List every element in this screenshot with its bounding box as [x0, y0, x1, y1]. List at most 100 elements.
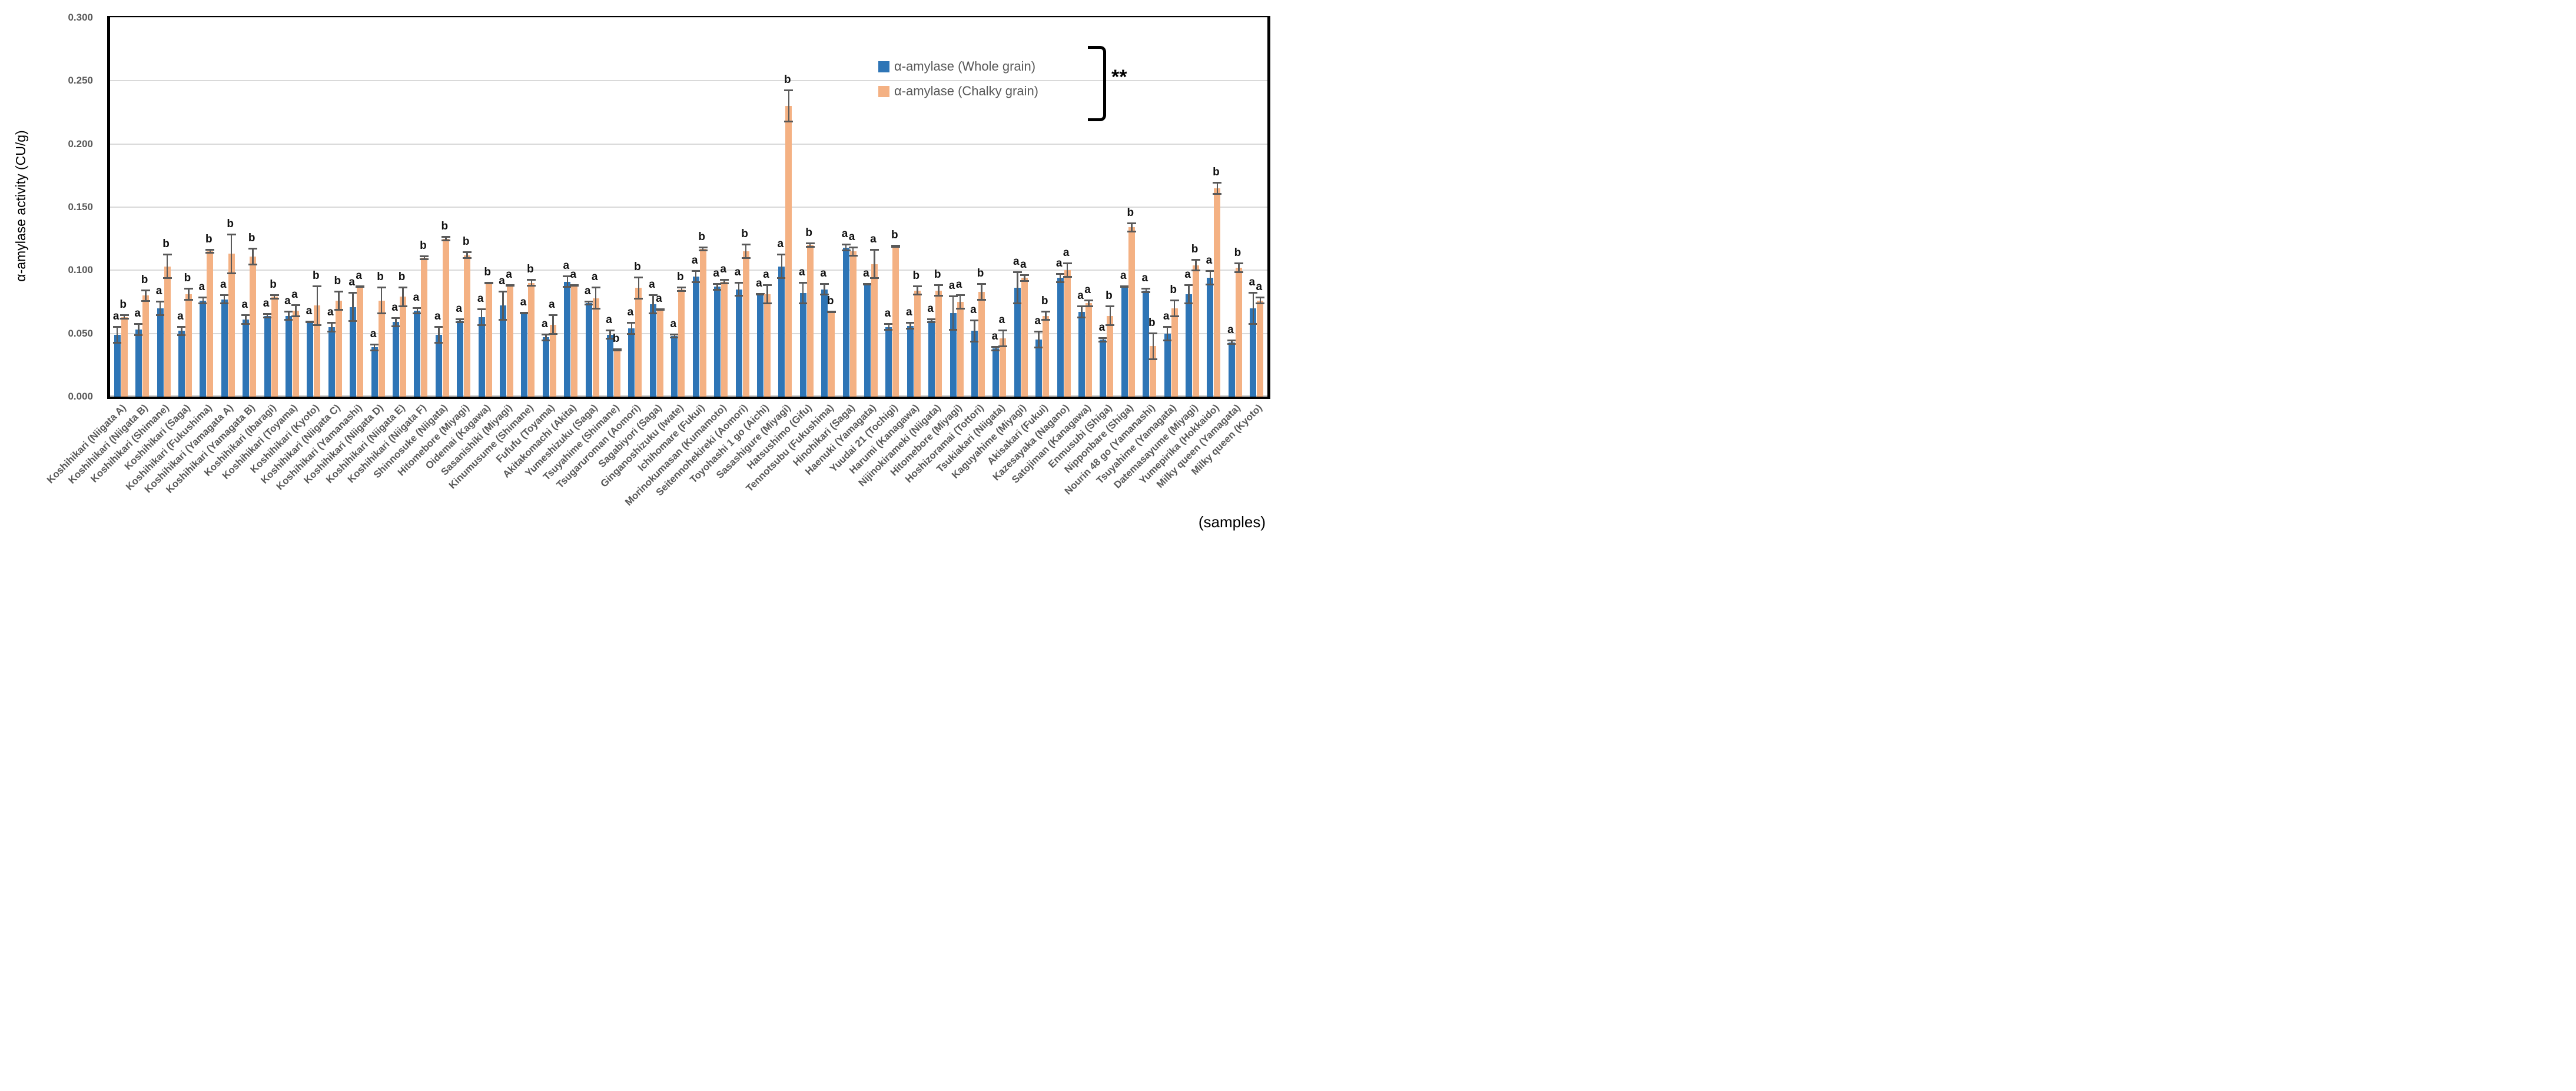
significance-letter: a	[155, 284, 162, 297]
significance-stars: **	[1111, 66, 1127, 88]
legend-label: α-amylase (Whole grain)	[894, 59, 1036, 74]
bar-chalky	[464, 255, 471, 397]
error-bar	[874, 248, 875, 280]
bar-whole	[178, 331, 185, 397]
error-bar-cap-bottom	[798, 302, 808, 305]
bar-chalky	[614, 350, 621, 397]
legend-item: α-amylase (Chalky grain)	[878, 79, 1038, 104]
error-bar-cap-bottom	[655, 309, 665, 311]
error-bar-cap-bottom	[1020, 280, 1029, 282]
error-bar-cap-bottom	[506, 285, 515, 287]
error-bar-cap-top	[441, 236, 450, 238]
y-tick-label: 0.300	[68, 12, 93, 23]
significance-letter: a	[1184, 268, 1191, 281]
error-bar-cap-bottom	[912, 294, 922, 296]
error-bar	[1109, 305, 1111, 326]
bar-whole	[950, 313, 957, 397]
significance-letter: b	[612, 332, 620, 345]
bar-chalky	[314, 305, 321, 397]
error-bar-cap-top	[1184, 284, 1194, 286]
error-bar-cap-bottom	[220, 302, 229, 305]
significance-letter: a	[756, 277, 762, 290]
error-bar-cap-top	[155, 300, 165, 302]
error-bar	[1195, 259, 1197, 272]
gridline	[110, 270, 1267, 271]
error-bar-cap-top	[805, 242, 815, 245]
significance-letter: a	[905, 306, 912, 319]
error-bar-cap-bottom	[1256, 302, 1265, 305]
error-bar-cap-bottom	[934, 295, 944, 297]
error-bar-cap-top	[691, 270, 701, 272]
error-bar-cap-bottom	[1077, 316, 1087, 318]
significance-letter: b	[184, 272, 191, 285]
bar-chalky	[507, 285, 514, 397]
bar-chalky	[1064, 270, 1071, 397]
significance-letter: a	[670, 317, 677, 330]
legend-swatch-whole	[878, 61, 889, 72]
significance-letter: a	[734, 265, 741, 278]
error-bar-cap-top	[1127, 222, 1136, 224]
significance-letter: a	[1227, 324, 1234, 337]
error-bar-cap-top	[270, 294, 279, 297]
error-bar-cap-top	[141, 289, 151, 291]
error-bar	[1102, 337, 1104, 342]
error-bar-cap-bottom	[977, 298, 986, 301]
bar-whole	[243, 320, 250, 397]
error-bar-cap-bottom	[998, 345, 1008, 348]
legend-item: α-amylase (Whole grain)	[878, 54, 1038, 79]
error-bar-cap-bottom	[141, 300, 151, 302]
error-bar	[1259, 297, 1262, 305]
bar-chalky	[1171, 308, 1178, 397]
significance-letter: a	[563, 259, 570, 272]
error-bar-cap-bottom	[1184, 302, 1194, 305]
significance-letter: a	[848, 230, 855, 243]
bar-chalky	[378, 300, 385, 397]
significance-letter: a	[948, 280, 955, 292]
error-bar	[395, 317, 397, 327]
y-tick-label: 0.100	[68, 264, 93, 276]
error-bar	[781, 254, 783, 280]
bar-whole	[1057, 278, 1064, 397]
error-bar-cap-top	[1141, 288, 1151, 290]
significance-letter: a	[506, 268, 512, 281]
error-bar	[845, 244, 847, 252]
significance-letter: a	[134, 307, 141, 320]
bar-chalky	[1128, 227, 1135, 397]
significance-letter: b	[784, 74, 791, 87]
significance-letter: a	[520, 296, 527, 309]
error-bar-cap-top	[869, 248, 879, 251]
error-bar-cap-bottom	[241, 322, 251, 325]
error-bar	[288, 311, 290, 321]
error-bar	[1017, 271, 1018, 305]
error-bar	[552, 314, 554, 335]
error-bar	[673, 333, 676, 339]
significance-letter: b	[334, 274, 341, 287]
error-bar-cap-bottom	[1084, 305, 1094, 307]
error-bar	[188, 288, 190, 301]
error-bar	[1002, 330, 1004, 348]
error-bar-cap-top	[184, 288, 193, 290]
significance-letter: a	[1013, 255, 1020, 268]
significance-letter: a	[1034, 315, 1041, 328]
error-bar-cap-top	[420, 255, 429, 257]
error-bar	[766, 284, 768, 305]
error-bar	[545, 333, 547, 341]
significance-letter: b	[1148, 316, 1156, 329]
error-bar-cap-top	[1020, 274, 1029, 276]
significance-letter: a	[649, 278, 655, 291]
bar-whole	[1078, 312, 1085, 397]
bar-chalky	[442, 238, 449, 397]
error-bar-cap-top	[1249, 291, 1258, 294]
error-bar-cap-top	[563, 275, 572, 277]
significance-letter: a	[112, 310, 119, 322]
bar-chalky	[914, 290, 921, 397]
bar-chalky	[763, 294, 771, 397]
bar-whole	[435, 334, 442, 397]
error-bar-cap-top	[820, 282, 829, 285]
y-tick-label: 0.200	[68, 138, 93, 149]
significance-letter: b	[912, 270, 920, 282]
significance-letter: a	[263, 297, 270, 310]
error-bar-cap-bottom	[1034, 347, 1044, 349]
error-bar	[159, 300, 161, 316]
significance-letter: b	[634, 261, 641, 274]
